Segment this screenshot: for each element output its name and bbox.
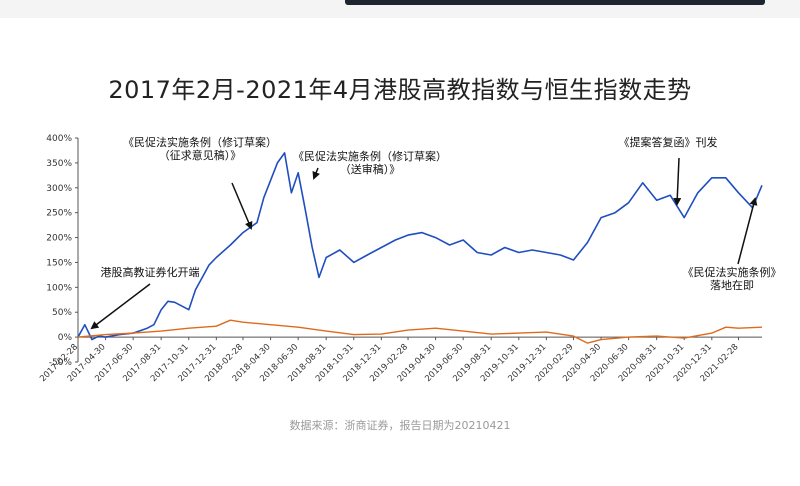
annotation-arrow	[231, 182, 253, 230]
annotation-arrow	[90, 283, 151, 330]
hsi-line	[77, 319, 763, 344]
y-tick-label: 100%	[46, 283, 72, 293]
video-strip	[345, 0, 765, 5]
y-tick-label: 150%	[46, 258, 72, 268]
y-tick-label: 200%	[46, 234, 72, 244]
y-tick-label: 250%	[46, 209, 72, 219]
data-source-note: 数据来源：浙商证券，报告日期为20210421	[289, 419, 511, 432]
annotation-text: 港股高教证券化开端	[101, 265, 200, 279]
y-tick-label: 350%	[46, 159, 72, 169]
annotation-text: 《提案答复函》刊发	[619, 135, 718, 149]
y-tick-label: 50%	[52, 308, 72, 318]
annotation-text: 落地在即	[710, 279, 754, 292]
annotation-text: 《民促法实施条例（修订草案）	[293, 149, 447, 163]
edu-index-line	[77, 152, 763, 341]
y-tick-label: 300%	[46, 184, 72, 194]
y-tick-label: 400%	[46, 134, 72, 144]
annotation-text: （送审稿）》	[340, 162, 401, 176]
annotation-arrow	[673, 157, 682, 206]
annotation-text: 《民促法实施条例》	[683, 265, 782, 279]
annotation-text: （征求意见稿）》	[159, 148, 242, 162]
top-bar	[0, 0, 800, 18]
annotation-arrow	[737, 197, 758, 265]
annotation-arrow	[312, 167, 320, 180]
chart-title: 2017年2月-2021年4月港股高教指数与恒生指数走势	[108, 76, 692, 104]
y-tick-label: 0%	[58, 333, 73, 343]
annotation-text: 《民促法实施条例（修订草案）	[123, 135, 277, 149]
y-tick-label: -50%	[49, 358, 73, 368]
